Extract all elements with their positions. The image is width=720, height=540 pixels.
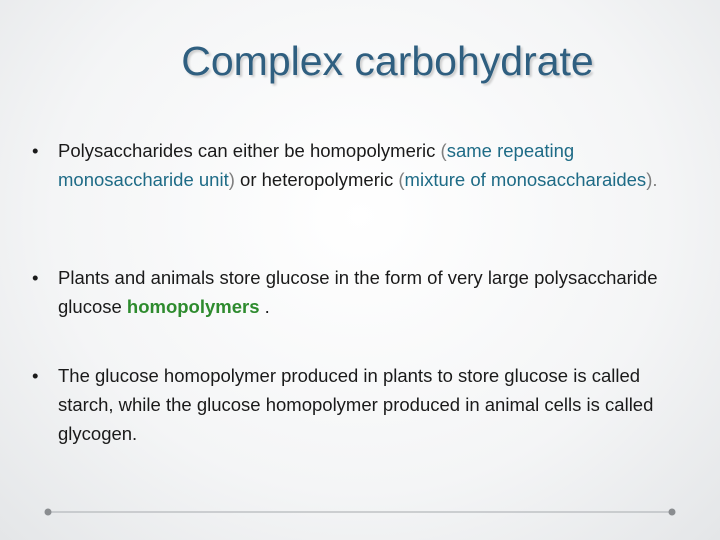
bullet: • Polysaccharides can either be homopolym… xyxy=(32,136,678,194)
text-run: The glucose homopolymer produced in plan… xyxy=(58,365,654,444)
bullet-dot: • xyxy=(32,267,39,288)
footer-dot xyxy=(44,508,52,516)
bullet: • Plants and animals store glucose in the… xyxy=(32,263,678,321)
text-run: homopolymers xyxy=(126,296,260,317)
text-run: ). xyxy=(646,169,658,190)
text-run: Polysaccharides can either be homopolyme… xyxy=(58,140,441,161)
text-run: Plants and animals store glucose in the … xyxy=(58,267,658,317)
footer-dot xyxy=(668,508,676,516)
slide-title: Complex carbohydrate xyxy=(181,38,594,84)
bullet-dot: • xyxy=(32,365,39,386)
text-run: same repeating monosaccharide unit xyxy=(58,140,575,190)
text-run: mixture of monosaccharaides xyxy=(404,169,647,190)
text-run: ( xyxy=(440,140,447,161)
bullet-dot: • xyxy=(32,140,39,161)
text-run: ) xyxy=(228,169,235,190)
text-run: ( xyxy=(398,169,405,190)
bullet: • The glucose homopolymer produced in pla… xyxy=(32,361,678,448)
text-run: or heteropolymeric xyxy=(234,169,399,190)
text-run: . xyxy=(259,296,270,317)
